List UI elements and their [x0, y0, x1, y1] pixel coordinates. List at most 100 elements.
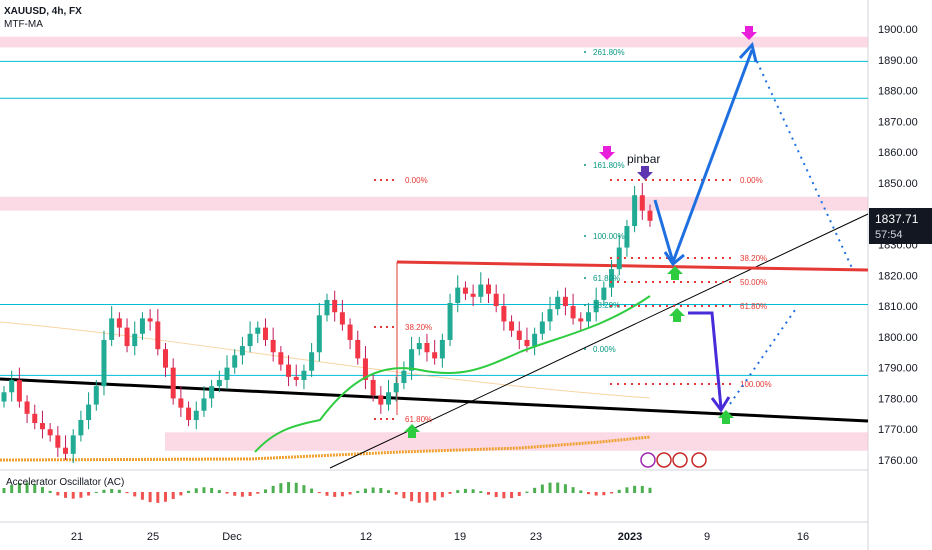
oscillator-bar — [425, 492, 429, 503]
candle-body — [539, 321, 545, 334]
candle-body — [47, 429, 53, 436]
oscillator-bar — [548, 482, 552, 493]
oscillator-bar — [348, 492, 352, 495]
price-tick-label: 1850.00 — [878, 178, 918, 190]
oscillator-bar — [610, 492, 614, 494]
candle-body — [501, 306, 507, 322]
candle-body — [562, 296, 568, 307]
chart-legend: XAUUSD, 4h, FX MTF-MA — [4, 5, 82, 31]
candle-body — [93, 386, 99, 405]
economic-event-icon — [691, 452, 707, 468]
oscillator-bar — [94, 491, 98, 493]
oscillator-label[interactable]: Accelerator Oscillator (AC) — [6, 477, 125, 488]
candle-body — [386, 392, 392, 405]
oscillator-bar — [502, 492, 506, 499]
oscillator-bar — [171, 492, 175, 500]
candle-body — [262, 327, 268, 340]
oscillator-bar — [633, 485, 637, 493]
oscillator-bar — [556, 482, 560, 493]
green-up-arrow — [667, 266, 683, 280]
oscillator-bar — [210, 487, 214, 493]
candle-body — [1, 392, 7, 402]
fib-label-red: 0.00% — [740, 176, 763, 185]
candle-body — [593, 299, 599, 313]
oscillator-bar — [463, 488, 467, 493]
oscillator-bar — [71, 492, 75, 499]
candle-body — [339, 312, 345, 325]
green-up-arrow — [404, 424, 420, 438]
fib-label-red: 61.80% — [740, 302, 767, 311]
economic-event-icon — [656, 452, 672, 468]
time-tick-label: 2023 — [618, 531, 642, 543]
candle-body — [109, 318, 115, 340]
candle-body — [116, 318, 122, 328]
fib-dot — [584, 348, 586, 350]
candle-body — [255, 327, 261, 334]
candle-body — [139, 318, 145, 334]
candle-body — [309, 352, 315, 371]
oscillator-bar — [48, 490, 52, 493]
candle-body — [585, 312, 591, 322]
candle-body — [639, 195, 645, 211]
oscillator-bar — [225, 492, 229, 494]
last-price-tag: 1837.71 57:54 — [869, 208, 932, 244]
oscillator-bar — [294, 482, 298, 493]
oscillator-bar — [563, 484, 567, 493]
projection-dotted — [753, 54, 853, 269]
oscillator-bar — [571, 487, 575, 493]
indicator-label[interactable]: MTF-MA — [4, 19, 43, 30]
oscillator-bar — [17, 482, 21, 493]
price-tick-label: 1800.00 — [878, 332, 918, 344]
price-tick-label: 1810.00 — [878, 301, 918, 313]
projection-arrowhead — [663, 251, 685, 267]
candle-body — [578, 318, 584, 322]
oscillator-bar — [417, 492, 421, 503]
candle-body — [78, 419, 84, 436]
time-tick-label: 21 — [71, 531, 83, 543]
supply-demand-zone — [0, 36, 868, 48]
oscillator-bar — [117, 489, 121, 493]
projection-arrow-blue — [653, 49, 754, 267]
oscillator-bar — [310, 488, 314, 493]
price-tick-label: 1860.00 — [878, 147, 918, 159]
oscillator-bar — [371, 487, 375, 493]
oscillator-bar — [110, 488, 114, 493]
oscillator-bar — [517, 492, 521, 496]
candle-body — [478, 284, 484, 297]
candle-body — [163, 349, 168, 368]
oscillator-bar — [540, 484, 544, 493]
oscillator-bar — [602, 492, 606, 496]
last-price-value: 1837.71 — [875, 212, 919, 226]
fib-label-green: 0.00% — [593, 345, 616, 354]
oscillator-bar — [440, 492, 444, 498]
candle-body — [616, 247, 622, 270]
supply-demand-zone — [165, 432, 868, 451]
candle-body — [362, 358, 368, 380]
time-tick-label: 9 — [704, 531, 710, 543]
candle-body — [24, 401, 30, 414]
candle-body — [170, 367, 176, 399]
candle-body — [347, 324, 353, 340]
ma-orange-dotted — [0, 435, 651, 462]
oscillator-bar — [187, 490, 191, 493]
fib-label-red: 38.20% — [740, 254, 767, 263]
fib-label-green: 161.80% — [593, 161, 625, 170]
candle-body — [9, 379, 15, 393]
candle-body — [462, 287, 468, 294]
oscillator-bar — [10, 484, 14, 493]
candle-body — [39, 423, 45, 430]
ma-orange-long — [0, 321, 651, 399]
fib-dot — [584, 304, 586, 306]
oscillator-bar — [202, 487, 206, 493]
oscillator-bar — [40, 487, 44, 493]
candle-body — [447, 302, 453, 340]
candle-body — [439, 339, 445, 359]
oscillator-bar — [2, 488, 6, 493]
symbol-label[interactable]: XAUUSD, 4h, FX — [4, 6, 82, 17]
oscillator-bar — [494, 492, 498, 498]
candle-body — [239, 346, 245, 356]
oscillator-bar — [56, 492, 60, 496]
candle-body — [570, 306, 576, 319]
fib-label-red: 38.20% — [405, 323, 432, 332]
